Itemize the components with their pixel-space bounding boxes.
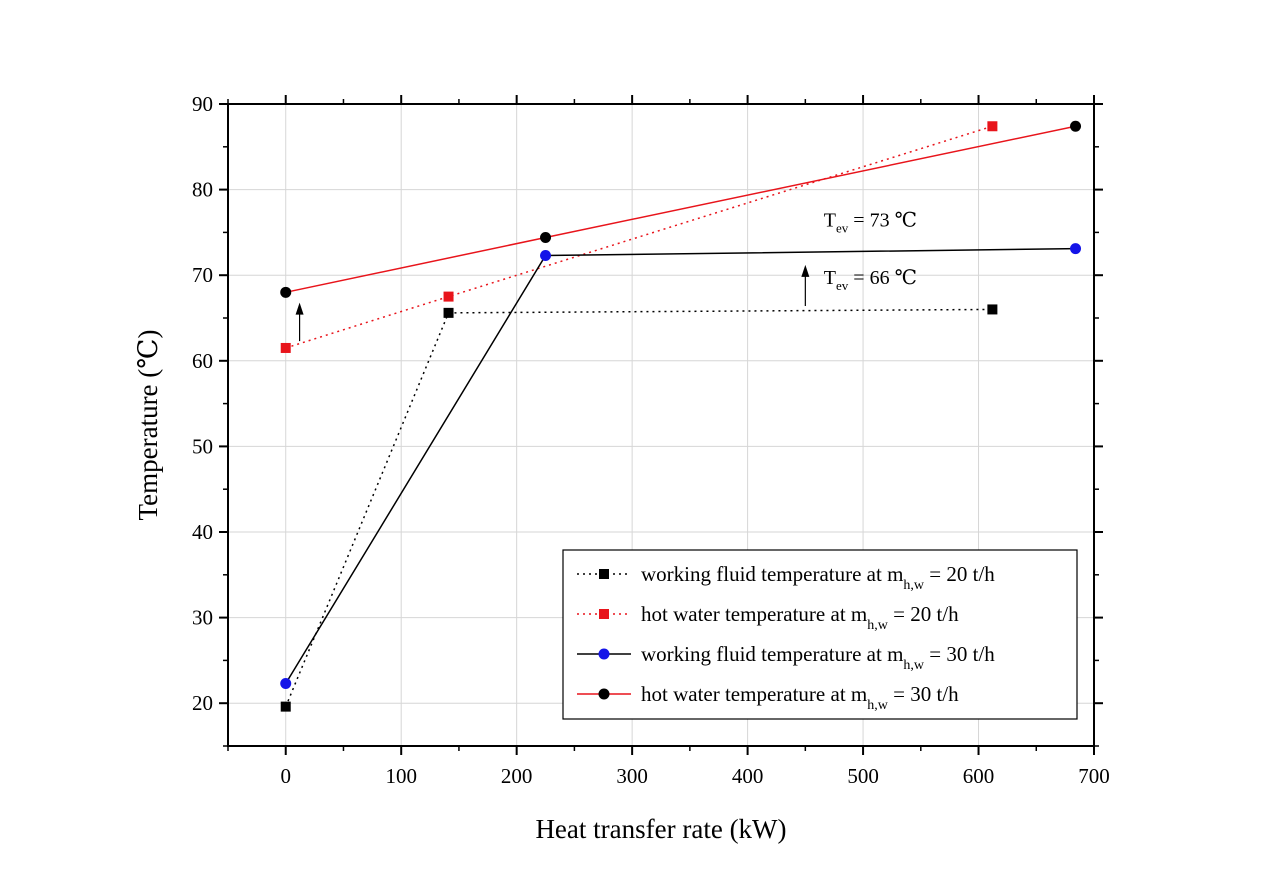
- arrow-head: [295, 302, 304, 315]
- arrow-head: [801, 264, 810, 277]
- annotation-sub: ev: [836, 278, 849, 293]
- x-tick-label: 400: [732, 764, 764, 788]
- legend-label-main: working fluid temperature at m: [641, 642, 903, 666]
- data-point: [540, 232, 552, 244]
- y-tick-label: 60: [192, 349, 213, 373]
- arrows-layer: [295, 264, 810, 342]
- x-tick-label: 300: [616, 764, 648, 788]
- data-point: [280, 286, 292, 298]
- legend-entry-2: working fluid temperature at mh,w = 30 t…: [577, 642, 995, 673]
- y-tick-label: 50: [192, 434, 213, 458]
- x-tick-label: 600: [963, 764, 995, 788]
- y-tick-label: 70: [192, 263, 213, 287]
- x-tick-label: 0: [280, 764, 291, 788]
- axis-ticks: [219, 95, 1103, 755]
- y-tick-label: 20: [192, 691, 213, 715]
- series-1: [280, 121, 998, 353]
- data-point: [443, 307, 454, 318]
- legend-label-main: hot water temperature at m: [641, 682, 867, 706]
- x-axis-title: Heat transfer rate (kW): [535, 814, 786, 844]
- legend-label-sub: h,w: [867, 698, 889, 713]
- legend-label: working fluid temperature at mh,w = 20 t…: [641, 562, 995, 593]
- data-point: [280, 342, 291, 353]
- x-tick-label: 100: [385, 764, 417, 788]
- x-tick-label: 500: [847, 764, 879, 788]
- x-tick-label: 700: [1078, 764, 1110, 788]
- legend-box: [562, 549, 1078, 720]
- y-axis-title: Temperature (℃): [133, 330, 163, 521]
- y-tick-label: 30: [192, 606, 213, 630]
- legend-entry-3: hot water temperature at mh,w = 30 t/h: [577, 682, 959, 713]
- legend-label-sub: h,w: [903, 658, 925, 673]
- series-2: [280, 243, 1082, 690]
- data-point: [1070, 243, 1082, 255]
- annotation-tail: = 66 ℃: [848, 267, 917, 289]
- plot-frame: [227, 103, 1095, 747]
- series-layer: [280, 120, 1082, 712]
- legend-label-sub: h,w: [903, 578, 925, 593]
- y-tick-label: 90: [192, 92, 213, 116]
- legend-label-main: hot water temperature at m: [641, 602, 867, 626]
- data-point: [280, 701, 291, 712]
- legend-marker: [599, 569, 609, 579]
- annotation-main: T: [824, 209, 836, 231]
- series-0: [280, 304, 998, 712]
- data-point: [280, 678, 292, 690]
- legend-entry-0: working fluid temperature at mh,w = 20 t…: [577, 562, 995, 593]
- data-point: [1070, 120, 1082, 132]
- legend-label-tail: = 30 t/h: [924, 642, 995, 666]
- legend-marker: [598, 648, 610, 660]
- legend-marker: [598, 688, 610, 700]
- data-point: [987, 304, 998, 315]
- data-point: [443, 291, 454, 302]
- legend-entry-1: hot water temperature at mh,w = 20 t/h: [577, 602, 959, 633]
- legend-label: working fluid temperature at mh,w = 30 t…: [641, 642, 995, 673]
- legend-label-tail: = 20 t/h: [888, 602, 959, 626]
- legend-label-tail: = 20 t/h: [924, 562, 995, 586]
- legend-marker: [599, 609, 609, 619]
- legend: working fluid temperature at mh,w = 20 t…: [562, 549, 1078, 720]
- axis-tick-labels: 0 100 200 300 400 500 600 700 20 30 40 50 60 70 80 90: [192, 92, 1110, 788]
- legend-label-main: working fluid temperature at m: [641, 562, 903, 586]
- annotation-sub: ev: [836, 220, 849, 235]
- legend-label-tail: = 30 t/h: [888, 682, 959, 706]
- data-point: [540, 250, 552, 262]
- annotation-tail: = 73 ℃: [848, 209, 917, 231]
- y-tick-label: 40: [192, 520, 213, 544]
- legend-label: hot water temperature at mh,w = 30 t/h: [641, 682, 959, 713]
- series-3: [280, 120, 1082, 298]
- data-point: [987, 121, 998, 132]
- annotation-main: T: [824, 267, 836, 289]
- annotation-tev66: Tev = 66 ℃: [824, 267, 917, 293]
- y-tick-label: 80: [192, 178, 213, 202]
- x-tick-label: 200: [501, 764, 533, 788]
- legend-label-sub: h,w: [867, 618, 889, 633]
- legend-label: hot water temperature at mh,w = 20 t/h: [641, 602, 959, 633]
- annotation-tev73: Tev = 73 ℃: [824, 209, 917, 235]
